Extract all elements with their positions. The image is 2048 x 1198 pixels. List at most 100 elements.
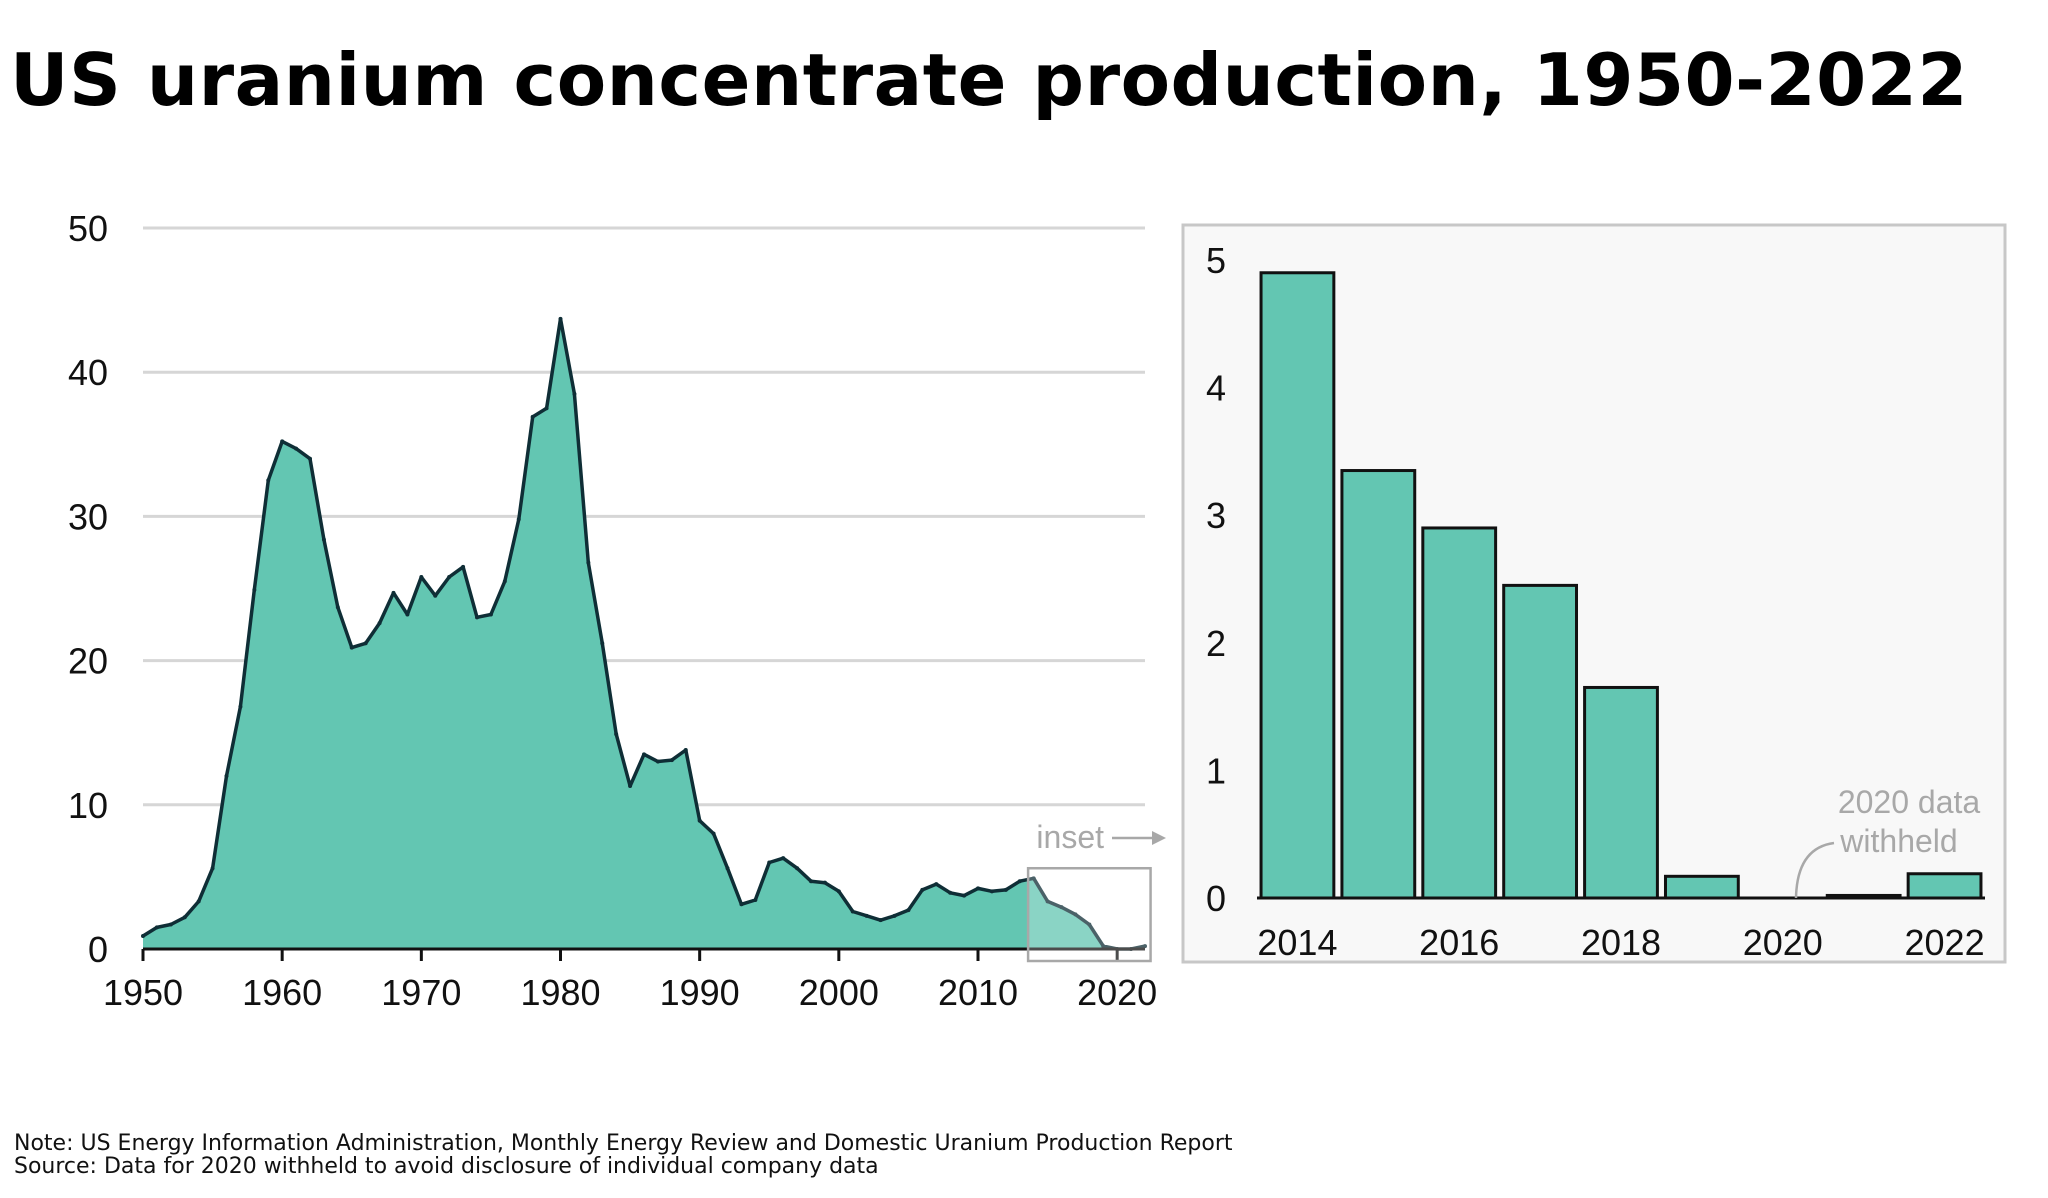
y-tick-label: 10 — [68, 785, 108, 826]
x-tick-label: 1990 — [660, 972, 740, 1013]
data-point — [1003, 887, 1008, 892]
data-point — [405, 612, 410, 617]
x-tick-label: 2022 — [1905, 922, 1985, 963]
y-tick-label: 30 — [68, 496, 108, 537]
data-point — [154, 925, 159, 930]
chart-title: US uranium concentrate production, 1950-… — [10, 38, 1968, 122]
bar — [1340, 469, 1417, 900]
x-tick-label: 2000 — [799, 972, 879, 1013]
data-point — [642, 752, 646, 757]
data-point — [836, 889, 841, 894]
data-point — [488, 612, 493, 617]
area-fill — [143, 318, 1145, 949]
data-point — [294, 446, 299, 451]
data-point — [628, 784, 633, 789]
data-point — [391, 590, 396, 595]
data-point — [655, 759, 660, 764]
x-tick-label: 1960 — [242, 972, 322, 1013]
data-point — [349, 645, 354, 650]
data-point — [809, 879, 813, 884]
data-point — [1101, 944, 1106, 949]
data-point — [850, 909, 855, 914]
data-point — [516, 517, 521, 522]
data-point — [168, 922, 173, 927]
data-point — [920, 887, 925, 892]
data-point — [1017, 879, 1022, 884]
x-tick-label: 1970 — [381, 972, 461, 1013]
data-point — [544, 406, 549, 411]
x-tick-label: 2020 — [1743, 922, 1823, 963]
withheld-annotation-line1: 2020 data — [1838, 784, 1981, 820]
data-point — [266, 478, 271, 483]
data-point — [683, 748, 688, 753]
y-tick-label: 5 — [1206, 240, 1226, 281]
data-point — [600, 641, 605, 646]
data-point — [502, 579, 507, 584]
data-point — [447, 574, 452, 579]
data-point — [962, 893, 967, 898]
data-point — [878, 918, 883, 923]
inset-bar-chart: 0 1 2 3 4 5 2014 2016 2018 2020 2022 2020 datawithh… — [1181, 223, 2007, 964]
data-point — [864, 913, 869, 918]
bar — [1421, 526, 1498, 900]
data-point — [725, 866, 730, 871]
data-point — [586, 560, 591, 565]
data-point — [377, 621, 382, 626]
data-point — [280, 439, 285, 444]
data-point — [321, 537, 326, 542]
data-point — [308, 456, 312, 461]
data-point — [1059, 905, 1064, 910]
data-point — [989, 889, 994, 894]
data-point — [182, 915, 187, 920]
x-tick-label: 2014 — [1257, 922, 1337, 963]
bar — [1502, 583, 1579, 900]
data-point — [1031, 876, 1036, 881]
y-tick-label: 4 — [1206, 368, 1226, 409]
data-point — [892, 913, 897, 918]
data-point — [530, 414, 535, 419]
data-point — [614, 732, 619, 737]
y-tick-label: 3 — [1206, 495, 1226, 536]
data-point — [1087, 922, 1092, 927]
data-point — [1073, 912, 1078, 917]
data-point — [335, 605, 340, 610]
data-point — [224, 773, 229, 778]
x-tick-label: 2018 — [1581, 922, 1661, 963]
x-tick-label: 2010 — [938, 972, 1018, 1013]
x-tick-label: 1980 — [520, 972, 600, 1013]
data-point — [433, 593, 438, 598]
data-point — [781, 856, 786, 861]
data-point — [976, 886, 980, 891]
data-point — [767, 860, 772, 865]
data-point — [669, 758, 674, 763]
x-tick-label: 1950 — [103, 972, 183, 1013]
x-tick-label: 2020 — [1077, 972, 1157, 1013]
withheld-callout-line — [1794, 841, 1835, 899]
data-point — [419, 574, 424, 579]
y-tick-label: 2 — [1206, 623, 1226, 664]
chart-note: Note: US Energy Information Administrati… — [14, 1131, 1233, 1156]
bar — [1259, 271, 1336, 900]
data-point — [711, 831, 716, 836]
data-point — [1143, 944, 1147, 949]
inset-arrow-head — [1152, 831, 1166, 845]
bar — [1583, 685, 1659, 900]
data-point — [795, 866, 800, 871]
data-point — [697, 818, 702, 823]
y-tick-label: 0 — [88, 929, 108, 970]
y-tick-label: 50 — [68, 208, 108, 249]
y-tick-label: 40 — [68, 352, 108, 393]
y-tick-label: 20 — [68, 641, 108, 682]
main-area-chart: 0 10 20 30 40 50 1950 1960 1970 1980 1990 2000 2010 2… — [68, 208, 1166, 1013]
data-point — [141, 934, 145, 939]
data-point — [475, 615, 479, 620]
bar — [1906, 872, 1983, 900]
data-point — [739, 902, 744, 907]
chart-source: Source: Data for 2020 withheld to avoid … — [14, 1154, 879, 1179]
y-tick-label: 0 — [1206, 878, 1226, 919]
data-point — [461, 564, 466, 569]
data-point — [1045, 899, 1050, 904]
data-point — [363, 641, 368, 646]
data-point — [948, 890, 953, 895]
